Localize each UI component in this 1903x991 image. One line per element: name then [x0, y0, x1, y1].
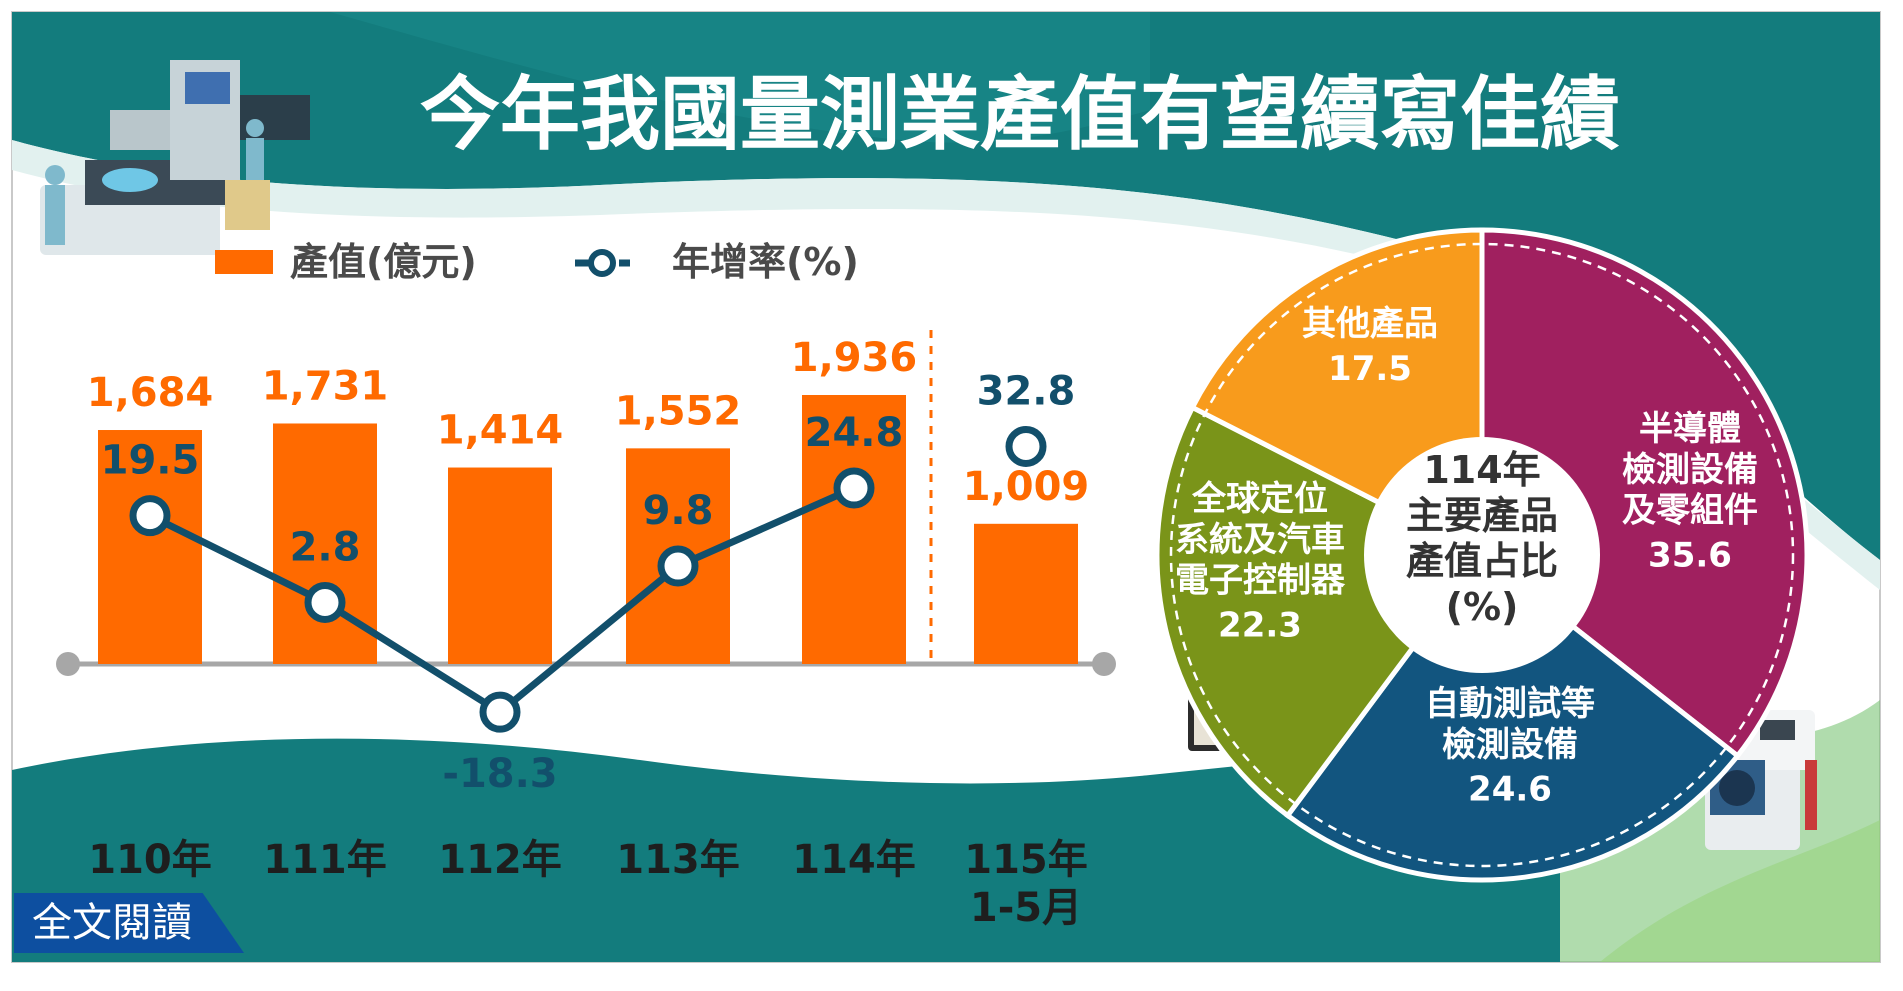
- pie-slice-label-3: 其他產品: [1302, 304, 1438, 344]
- growth-point-2: [479, 691, 521, 733]
- legend-bar-swatch: [215, 250, 273, 274]
- pie-slice-label-0: 半導體檢測設備及零組件: [1622, 409, 1758, 531]
- bar-2: [448, 467, 552, 664]
- growth-point-3: [657, 545, 699, 587]
- x-tick-label-3: 113年: [616, 837, 740, 883]
- pie-slice-value-3: 17.5: [1328, 349, 1412, 389]
- bar-value-label-3: 1,552: [615, 388, 742, 434]
- growth-label-3: 9.8: [643, 488, 714, 534]
- growth-point-1: [304, 581, 346, 623]
- x-tick-label-0: 110年: [88, 837, 212, 883]
- bar-value-label-0: 1,684: [87, 370, 214, 416]
- growth-point-0: [129, 495, 171, 537]
- pie-slice-value-0: 35.6: [1648, 535, 1732, 575]
- legend-line-label: 年增率(%): [672, 240, 859, 284]
- growth-label-2: -18.3: [442, 751, 557, 797]
- growth-label-1: 2.8: [290, 524, 361, 570]
- x-axis-start-cap: [56, 652, 80, 676]
- page-title: 今年我國量測業產值有望續寫佳績: [420, 68, 1620, 161]
- x-tick-label-1: 111年: [263, 837, 387, 883]
- pie-slice-label-2: 全球定位系統及汽車電子控制器: [1175, 479, 1346, 601]
- pie-center: [1364, 437, 1600, 673]
- x-tick-label-4: 114年: [792, 837, 916, 883]
- growth-label-0: 19.5: [101, 438, 200, 484]
- growth-label-4: 24.8: [805, 410, 904, 456]
- x-axis-end-cap: [1092, 652, 1116, 676]
- x-tick-label-5: 115年 1-5月: [964, 837, 1088, 931]
- legend-line-marker: [588, 249, 616, 277]
- bar-value-label-4: 1,936: [791, 335, 918, 381]
- legend-bar-label: 產值(億元): [290, 240, 477, 284]
- pie-slice-2: [1154, 404, 1486, 820]
- pie-dashed-ring: [1169, 242, 1795, 868]
- bar-5: [974, 523, 1078, 664]
- read-more-button[interactable]: 全文閱讀: [14, 893, 244, 953]
- pie-slice-value-2: 22.3: [1218, 605, 1302, 645]
- growth-point-4: [833, 467, 875, 509]
- bar-4: [802, 395, 906, 664]
- lab-equipment-icon: [40, 60, 310, 255]
- growth-point-5: [1005, 425, 1047, 467]
- pie-slice-1: [1284, 551, 1742, 883]
- legend: 產值(億元) 年增率(%): [215, 240, 859, 284]
- pie-slice-label-1: 自動測試等檢測設備: [1425, 684, 1595, 765]
- bar-value-label-2: 1,414: [437, 408, 564, 454]
- pie-center-label: 114年主要產品產值占比(%): [1406, 448, 1558, 629]
- bar-value-label-5: 1,009: [963, 464, 1090, 510]
- bar-0: [98, 430, 202, 664]
- pie-slice-value-1: 24.6: [1468, 770, 1552, 810]
- bar-value-label-1: 1,731: [262, 363, 389, 409]
- growth-label-5: 32.8: [977, 368, 1076, 414]
- x-tick-label-2: 112年: [438, 837, 562, 883]
